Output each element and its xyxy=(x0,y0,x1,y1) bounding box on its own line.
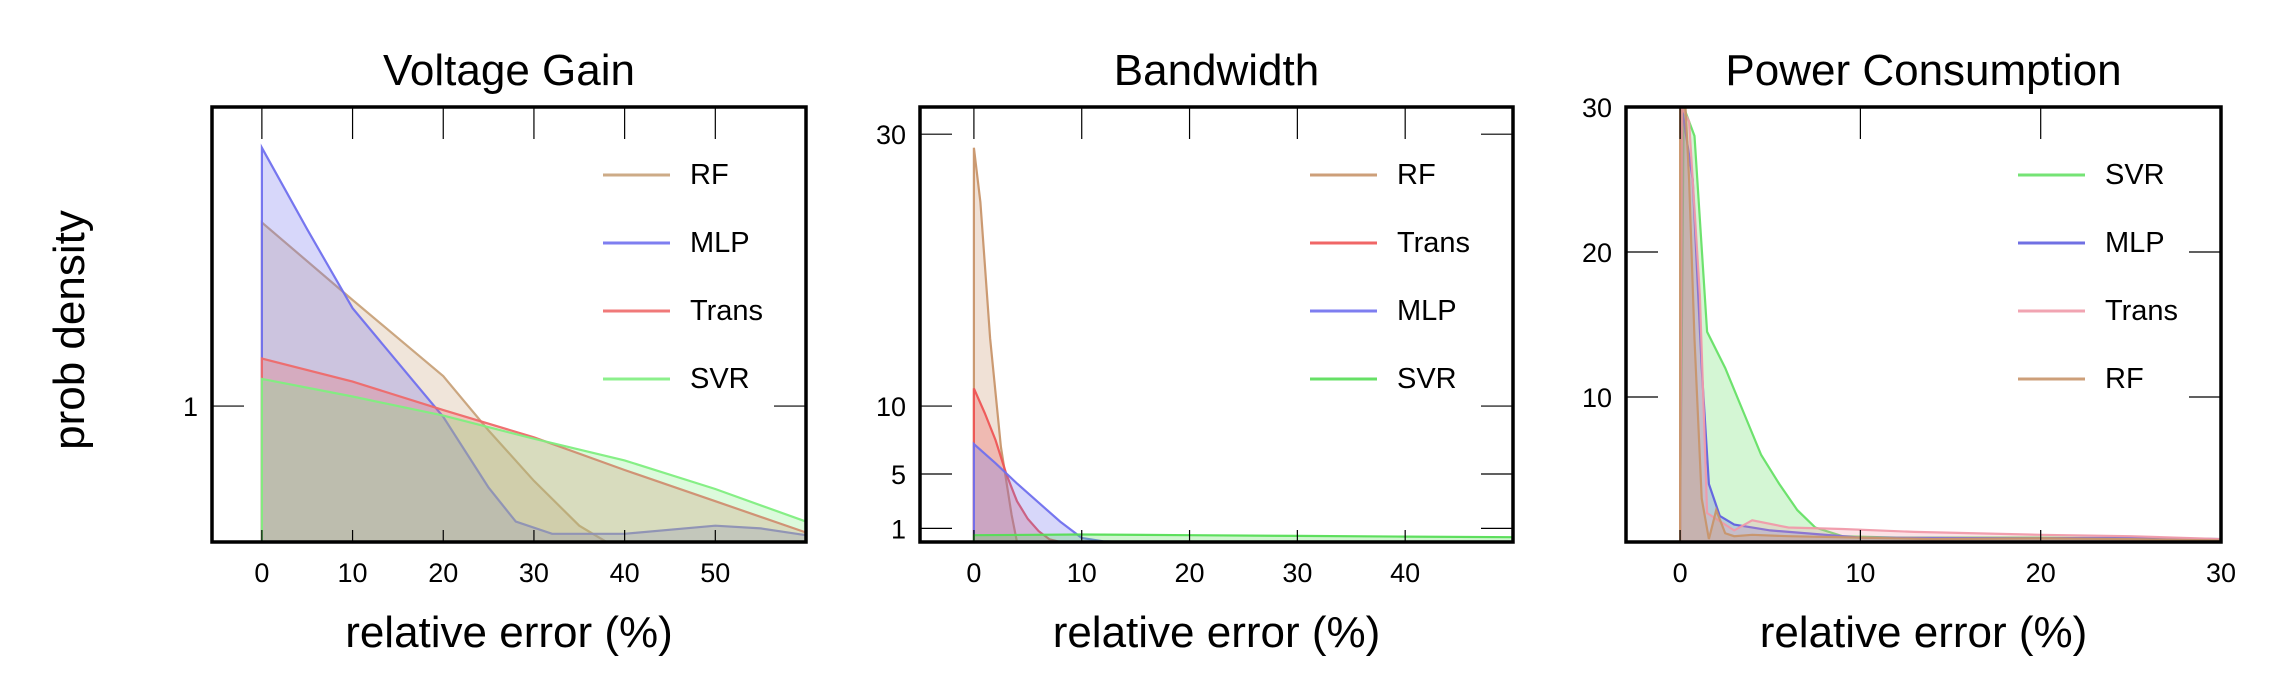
y-tick-label: 5 xyxy=(891,460,906,490)
x-tick-label: 10 xyxy=(1845,558,1875,588)
legend-label: MLP xyxy=(690,227,750,259)
y-tick-label: 30 xyxy=(876,120,906,150)
y-tick-label: 1 xyxy=(183,392,198,422)
series-line-svr xyxy=(260,377,806,542)
series-line-rf xyxy=(1679,107,2221,542)
x-tick-label: 10 xyxy=(1067,558,1097,588)
x-tick-label: 30 xyxy=(2206,558,2236,588)
chart-panel-1: Voltage Gain 0 10 20 30 40 50 1 relative error (… xyxy=(183,46,808,657)
series-line-mlp xyxy=(260,143,806,542)
series-line-rf xyxy=(972,147,1019,542)
x-tick-label: 0 xyxy=(966,558,981,588)
x-axis-label: relative error (%) xyxy=(1053,608,1381,657)
series-group xyxy=(972,147,1513,542)
chart-title: Power Consumption xyxy=(1725,46,2121,95)
x-tick-label: 30 xyxy=(519,558,549,588)
x-axis-label: relative error (%) xyxy=(1760,608,2088,657)
legend-label: MLP xyxy=(1397,295,1457,327)
series-area-svr xyxy=(261,378,806,542)
plot-frame xyxy=(1624,105,2223,544)
x-tick-label: 10 xyxy=(338,558,368,588)
x-tick-label: 0 xyxy=(254,558,269,588)
series-area-mlp xyxy=(973,444,1125,542)
chart-title: Voltage Gain xyxy=(383,46,635,95)
series-line-svr xyxy=(972,533,1513,542)
y-tick-label: 10 xyxy=(876,392,906,422)
x-tick-label: 20 xyxy=(2026,558,2056,588)
y-tick-label: 1 xyxy=(891,514,906,544)
x-tick-label: 40 xyxy=(1390,558,1420,588)
series-line-rf xyxy=(260,220,608,542)
y-axis-label-text: prob density xyxy=(45,210,94,450)
legend-label: Trans xyxy=(1397,227,1470,259)
series-line-trans xyxy=(1679,107,2221,542)
legend-label: RF xyxy=(690,159,729,191)
chart-panel-2: Bandwidth 0 10 20 30 40 1 5 10 30 relative error (… xyxy=(876,46,1515,657)
chart-title: Bandwidth xyxy=(1114,46,1319,95)
legend-label: RF xyxy=(2105,363,2144,395)
legend-label: SVR xyxy=(690,363,750,395)
legend: RF Trans MLP SVR xyxy=(1310,159,1470,395)
series-area-trans xyxy=(261,358,806,542)
legend-label: MLP xyxy=(2105,227,2165,259)
legend-label: Trans xyxy=(2105,295,2178,327)
legend: RF MLP Trans SVR xyxy=(603,159,763,395)
series-area-svr xyxy=(1680,107,2221,542)
series-line-trans xyxy=(260,357,806,542)
legend-label: RF xyxy=(1397,159,1436,191)
y-tick-label: 30 xyxy=(1582,93,1612,123)
x-tick-label: 0 xyxy=(1673,558,1688,588)
plot-frame xyxy=(918,105,1515,544)
series-line-mlp xyxy=(972,441,1125,542)
shared-y-axis-label: prob density xyxy=(20,210,120,450)
chart-panel-3: Power Consumption 0 10 20 30 10 20 30 relative e… xyxy=(1582,46,2236,657)
legend-label: SVR xyxy=(1397,363,1457,395)
x-tick-label: 50 xyxy=(700,558,730,588)
plot-frame xyxy=(210,105,808,544)
series-group xyxy=(1679,107,2221,542)
series-area-svr xyxy=(973,534,1513,542)
series-area-mlp xyxy=(261,147,806,542)
x-tick-label: 30 xyxy=(1282,558,1312,588)
series-area-rf xyxy=(973,147,1017,542)
series-area-trans xyxy=(973,388,1061,542)
y-tick-label: 10 xyxy=(1582,383,1612,413)
x-tick-label: 20 xyxy=(1175,558,1205,588)
legend-label: Trans xyxy=(690,295,763,327)
series-group xyxy=(260,143,806,542)
x-tick-label: 20 xyxy=(428,558,458,588)
x-axis-label: relative error (%) xyxy=(345,608,673,657)
legend: SVR MLP Trans RF xyxy=(2018,159,2178,395)
y-tick-label: 20 xyxy=(1582,238,1612,268)
x-tick-label: 40 xyxy=(610,558,640,588)
legend-label: SVR xyxy=(2105,159,2165,191)
